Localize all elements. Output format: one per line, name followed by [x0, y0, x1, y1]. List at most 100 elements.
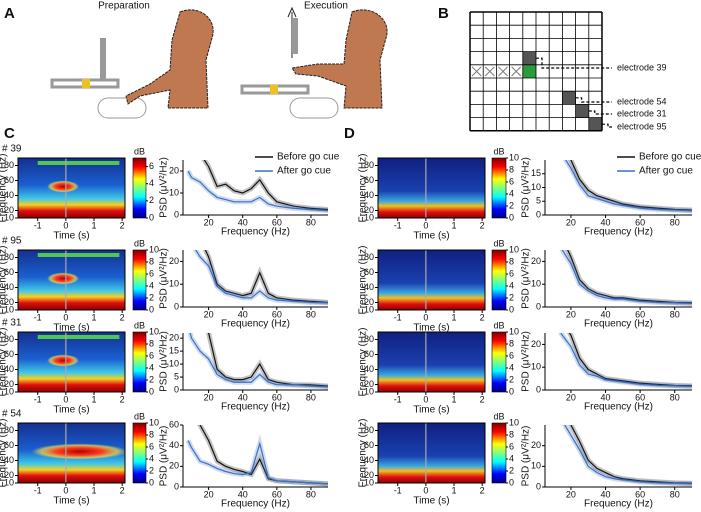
x-tick-label: 60 [272, 309, 282, 319]
y-tick-label: 40 [169, 440, 179, 450]
colorbar-tick-label: 4 [509, 362, 514, 372]
y-tick-label: 5 [536, 196, 541, 206]
colorbar-tick-label: 0 [509, 304, 514, 314]
colorbar-tick-label: 10 [509, 244, 519, 254]
y-tick-label: 20 [364, 297, 374, 307]
psd-line [570, 160, 692, 211]
y-tick-label: 10 [364, 304, 374, 314]
y-tick-label: 20 [531, 339, 541, 349]
colorbar-tick-label: 0 [149, 477, 154, 487]
x-axis-label: Time (s) [53, 496, 89, 507]
colorbar-tick-label: 0 [149, 212, 154, 222]
x-tick-label: -1 [34, 220, 42, 230]
spectrogram [378, 332, 485, 392]
x-tick-label: 80 [670, 217, 680, 227]
y-tick-label: 20 [169, 461, 179, 471]
x-tick-label: 1 [452, 394, 457, 404]
y-tick-label: 60 [169, 419, 179, 429]
y-tick-label: 20 [364, 379, 374, 389]
y-tick-label: 80 [364, 425, 374, 435]
x-tick-label: 0 [63, 312, 68, 322]
psd-band [192, 250, 328, 306]
y-tick-label: 60 [4, 267, 14, 277]
y-tick-label: 60 [4, 349, 14, 359]
x-axis-label: Frequency (Hz) [221, 319, 290, 330]
y-tick-label: 0 [174, 209, 179, 219]
frame [377, 331, 486, 393]
x-axis-label: Time (s) [413, 496, 449, 507]
x-tick-label: 60 [635, 309, 645, 319]
electrode-number: # 95 [2, 236, 22, 247]
cue-bar [37, 161, 120, 165]
x-tick-label: -1 [394, 312, 402, 322]
panel-label: B [438, 5, 449, 22]
colorbar-tick-label: 6 [149, 161, 154, 171]
colorbar-tick-label: 4 [509, 280, 514, 290]
y-tick-label: 10 [4, 477, 14, 487]
colorbar [491, 157, 507, 219]
frame [17, 249, 126, 311]
colorbar-tick-label: 2 [509, 374, 514, 384]
x-tick-label: 20 [566, 489, 576, 499]
x-tick-label: 60 [272, 392, 282, 402]
colorbar-title: dB [134, 146, 145, 156]
y-tick-label: 80 [4, 252, 14, 262]
x-tick-label: 20 [204, 217, 214, 227]
colorbar [491, 249, 507, 311]
x-axis-label: Time (s) [413, 231, 449, 242]
y-tick-label: 0 [536, 209, 541, 219]
y-tick-label: 80 [364, 252, 374, 262]
y-axis-label: Frequency (Hz) [358, 328, 369, 397]
y-tick-label: 20 [169, 333, 179, 343]
x-tick-label: 80 [306, 392, 316, 402]
cue-bar [37, 253, 120, 257]
grid-cell [522, 64, 536, 78]
y-tick-label: 20 [531, 440, 541, 450]
y-axis-label: PSD (μV²/Hz) [159, 426, 170, 487]
colorbar-tick-label: 0 [509, 477, 514, 487]
x-tick-label: 1 [92, 312, 97, 322]
x-tick-label: 20 [566, 309, 576, 319]
frame [377, 422, 486, 484]
y-tick-label: 10 [531, 182, 541, 192]
y-tick-label: 20 [4, 379, 14, 389]
frame [17, 331, 126, 393]
electrode-number: # 39 [2, 144, 22, 155]
y-axis-label: Frequency (Hz) [0, 154, 9, 223]
colorbar-title: dB [493, 320, 504, 330]
x-tick-label: 0 [423, 485, 428, 495]
spectrogram [378, 423, 485, 483]
y-tick-label: 0 [174, 301, 179, 311]
illustration-a [50, 6, 388, 119]
x-tick-label: 60 [272, 217, 282, 227]
colorbar-tick-label: 0 [509, 386, 514, 396]
x-tick-label: 60 [635, 392, 645, 402]
y-axis-label: PSD (μV²/Hz) [159, 331, 170, 392]
y-tick-label: 10 [169, 358, 179, 368]
x-tick-label: 1 [92, 394, 97, 404]
electrode-number: # 54 [2, 409, 22, 420]
y-tick-label: 0 [536, 481, 541, 491]
x-tick-label: 0 [63, 394, 68, 404]
x-tick-label: 40 [238, 392, 248, 402]
x-tick-label: 2 [480, 394, 485, 404]
colorbar-tick-label: 10 [509, 417, 519, 427]
x-axis-label: Time (s) [53, 323, 89, 334]
x-tick-label: 80 [306, 489, 316, 499]
frame [377, 249, 486, 311]
gamma-blob [47, 272, 80, 285]
x-tick-label: -1 [34, 485, 42, 495]
x-tick-label: 20 [566, 217, 576, 227]
x-tick-label: 40 [238, 489, 248, 499]
x-tick-label: 40 [601, 217, 611, 227]
colorbar-tick-label: 4 [149, 362, 154, 372]
x-axis-label: Time (s) [413, 323, 449, 334]
frame [377, 157, 486, 219]
x-tick-label: 2 [120, 312, 125, 322]
legend-label: Before go cue [277, 152, 340, 163]
x-axis-label: Frequency (Hz) [584, 402, 653, 413]
legend-label: After go cue [277, 166, 331, 177]
leader [602, 123, 612, 128]
colorbar-tick-label: 6 [509, 441, 514, 451]
